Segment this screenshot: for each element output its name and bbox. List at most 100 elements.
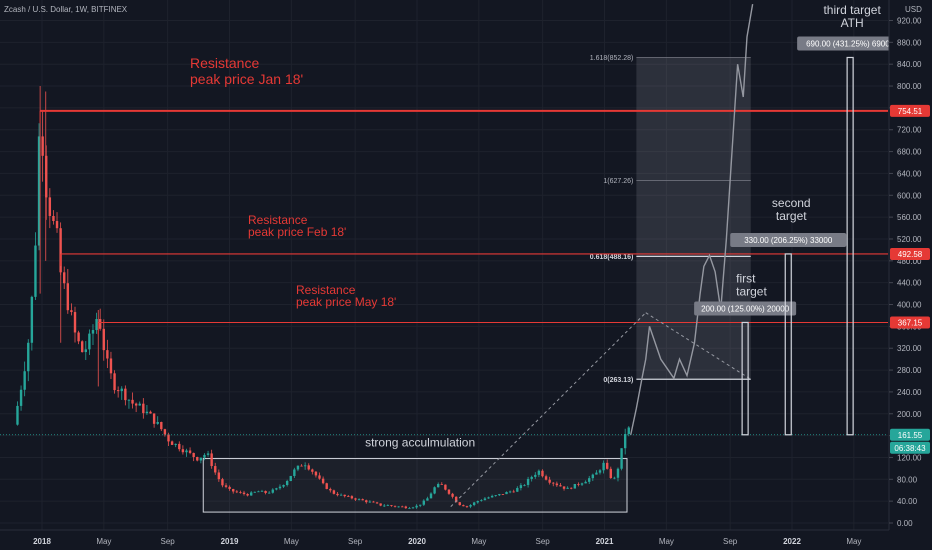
candle-body xyxy=(548,479,551,483)
resistance-annotation: Resistance xyxy=(248,213,308,227)
fibonacci-zone xyxy=(636,57,751,380)
candle-body xyxy=(357,499,361,500)
candle-body xyxy=(361,499,364,501)
candle-body xyxy=(152,413,156,424)
x-tick-label: May xyxy=(96,537,111,546)
y-tick-label: 0.00 xyxy=(897,519,913,528)
candle-body xyxy=(239,492,242,494)
candle-body xyxy=(620,448,623,469)
candle-body xyxy=(77,332,80,342)
candle-body xyxy=(156,421,159,424)
candle-body xyxy=(329,488,332,491)
candle-body xyxy=(537,470,541,475)
candle-body xyxy=(365,500,368,503)
candle-body xyxy=(559,485,562,487)
candle-body xyxy=(598,470,602,473)
candle-body xyxy=(566,487,569,489)
candle-body xyxy=(98,318,102,329)
candle-body xyxy=(318,475,321,479)
x-tick-label: Sep xyxy=(536,537,551,546)
target-second-badge[interactable] xyxy=(730,232,847,247)
candle-body xyxy=(242,492,246,494)
candle-body xyxy=(293,469,296,476)
candle-body xyxy=(221,479,224,486)
countdown-tag xyxy=(890,441,930,454)
candle-body xyxy=(37,136,41,246)
target-second-bar[interactable] xyxy=(784,253,792,436)
y-tick-label: 480.00 xyxy=(897,257,922,266)
target-first-badge-label: 200.00 (125.00%) 20000 xyxy=(701,304,790,313)
fib-level-label: 0.618(488.16) xyxy=(590,254,634,261)
candle-body xyxy=(260,490,264,492)
price-axis[interactable]: USD 0.0040.0080.00120.00160.00200.00240.… xyxy=(888,0,932,530)
candle-body xyxy=(311,469,314,472)
symbol-title: Zcash / U.S. Dollar, 1W, BITFINEX xyxy=(4,5,128,14)
resistance-price-tag[interactable] xyxy=(890,316,930,329)
candle-body xyxy=(224,485,228,487)
candle-body xyxy=(372,501,375,503)
candle-body xyxy=(253,491,256,493)
x-tick-label: 2020 xyxy=(408,537,426,546)
projection-layer xyxy=(450,3,754,507)
target-first-bar[interactable] xyxy=(741,321,749,436)
candle-body xyxy=(145,411,149,414)
candle-body xyxy=(142,403,145,414)
x-tick-label: Sep xyxy=(348,537,363,546)
candle-body xyxy=(178,443,181,450)
target-third-bar[interactable] xyxy=(846,56,854,436)
candle-body xyxy=(339,494,343,496)
candle-body xyxy=(257,491,260,493)
target-second-badge-label: 330.00 (206.25%) 33000 xyxy=(744,236,833,245)
x-tick-label: 2019 xyxy=(221,537,239,546)
candle-body xyxy=(490,495,494,498)
target-third-badge[interactable] xyxy=(797,36,904,51)
time-axis[interactable]: 2018 May Sep 2019 May Sep 2020 May Sep 2021 May Sep… xyxy=(0,529,932,550)
candle-body xyxy=(523,484,526,486)
candle-body xyxy=(84,349,87,353)
y-tick-label: 40.00 xyxy=(897,497,918,506)
candle-body xyxy=(113,373,116,391)
fib-level-label: 1(627.26) xyxy=(603,178,633,185)
candle-body xyxy=(458,502,461,506)
resistance-price-tag[interactable] xyxy=(890,104,930,117)
candles-layer xyxy=(16,86,630,509)
x-tick-label: Sep xyxy=(161,537,176,546)
candle-body xyxy=(27,342,30,372)
resistance-price-tag[interactable] xyxy=(890,247,930,260)
candle-body xyxy=(167,434,170,442)
candle-body xyxy=(487,497,490,499)
candle-body xyxy=(616,468,620,478)
candle-body xyxy=(206,453,210,455)
current-price-tag[interactable] xyxy=(890,428,930,441)
candle-body xyxy=(109,358,113,374)
candle-body xyxy=(379,503,382,506)
candle-body xyxy=(16,405,19,425)
candle-body xyxy=(505,492,508,495)
candle-body xyxy=(63,272,66,284)
y-tick-label: 400.00 xyxy=(897,301,922,310)
candle-body xyxy=(102,328,105,351)
candle-body xyxy=(375,502,379,504)
resistance-price-label: 492.58 xyxy=(898,250,923,259)
price-axis-bg xyxy=(889,0,932,530)
candle-body xyxy=(519,485,523,489)
currency-label: USD xyxy=(905,5,922,14)
candle-body xyxy=(526,478,530,485)
y-tick-label: 560.00 xyxy=(897,213,922,222)
target-first-badge[interactable] xyxy=(694,301,797,316)
candle-body xyxy=(383,505,386,507)
candle-body xyxy=(134,403,138,406)
candle-body xyxy=(321,478,325,484)
x-tick-label: 2018 xyxy=(33,537,51,546)
candle-body xyxy=(347,496,350,497)
target-first-label: first xyxy=(736,271,756,285)
x-tick-label: 2021 xyxy=(596,537,614,546)
candle-body xyxy=(498,494,501,496)
candle-body xyxy=(440,484,443,485)
y-tick-label: 240.00 xyxy=(897,388,922,397)
candle-body xyxy=(444,484,447,490)
accumulation-box[interactable] xyxy=(202,458,628,513)
candle-body xyxy=(163,429,167,435)
